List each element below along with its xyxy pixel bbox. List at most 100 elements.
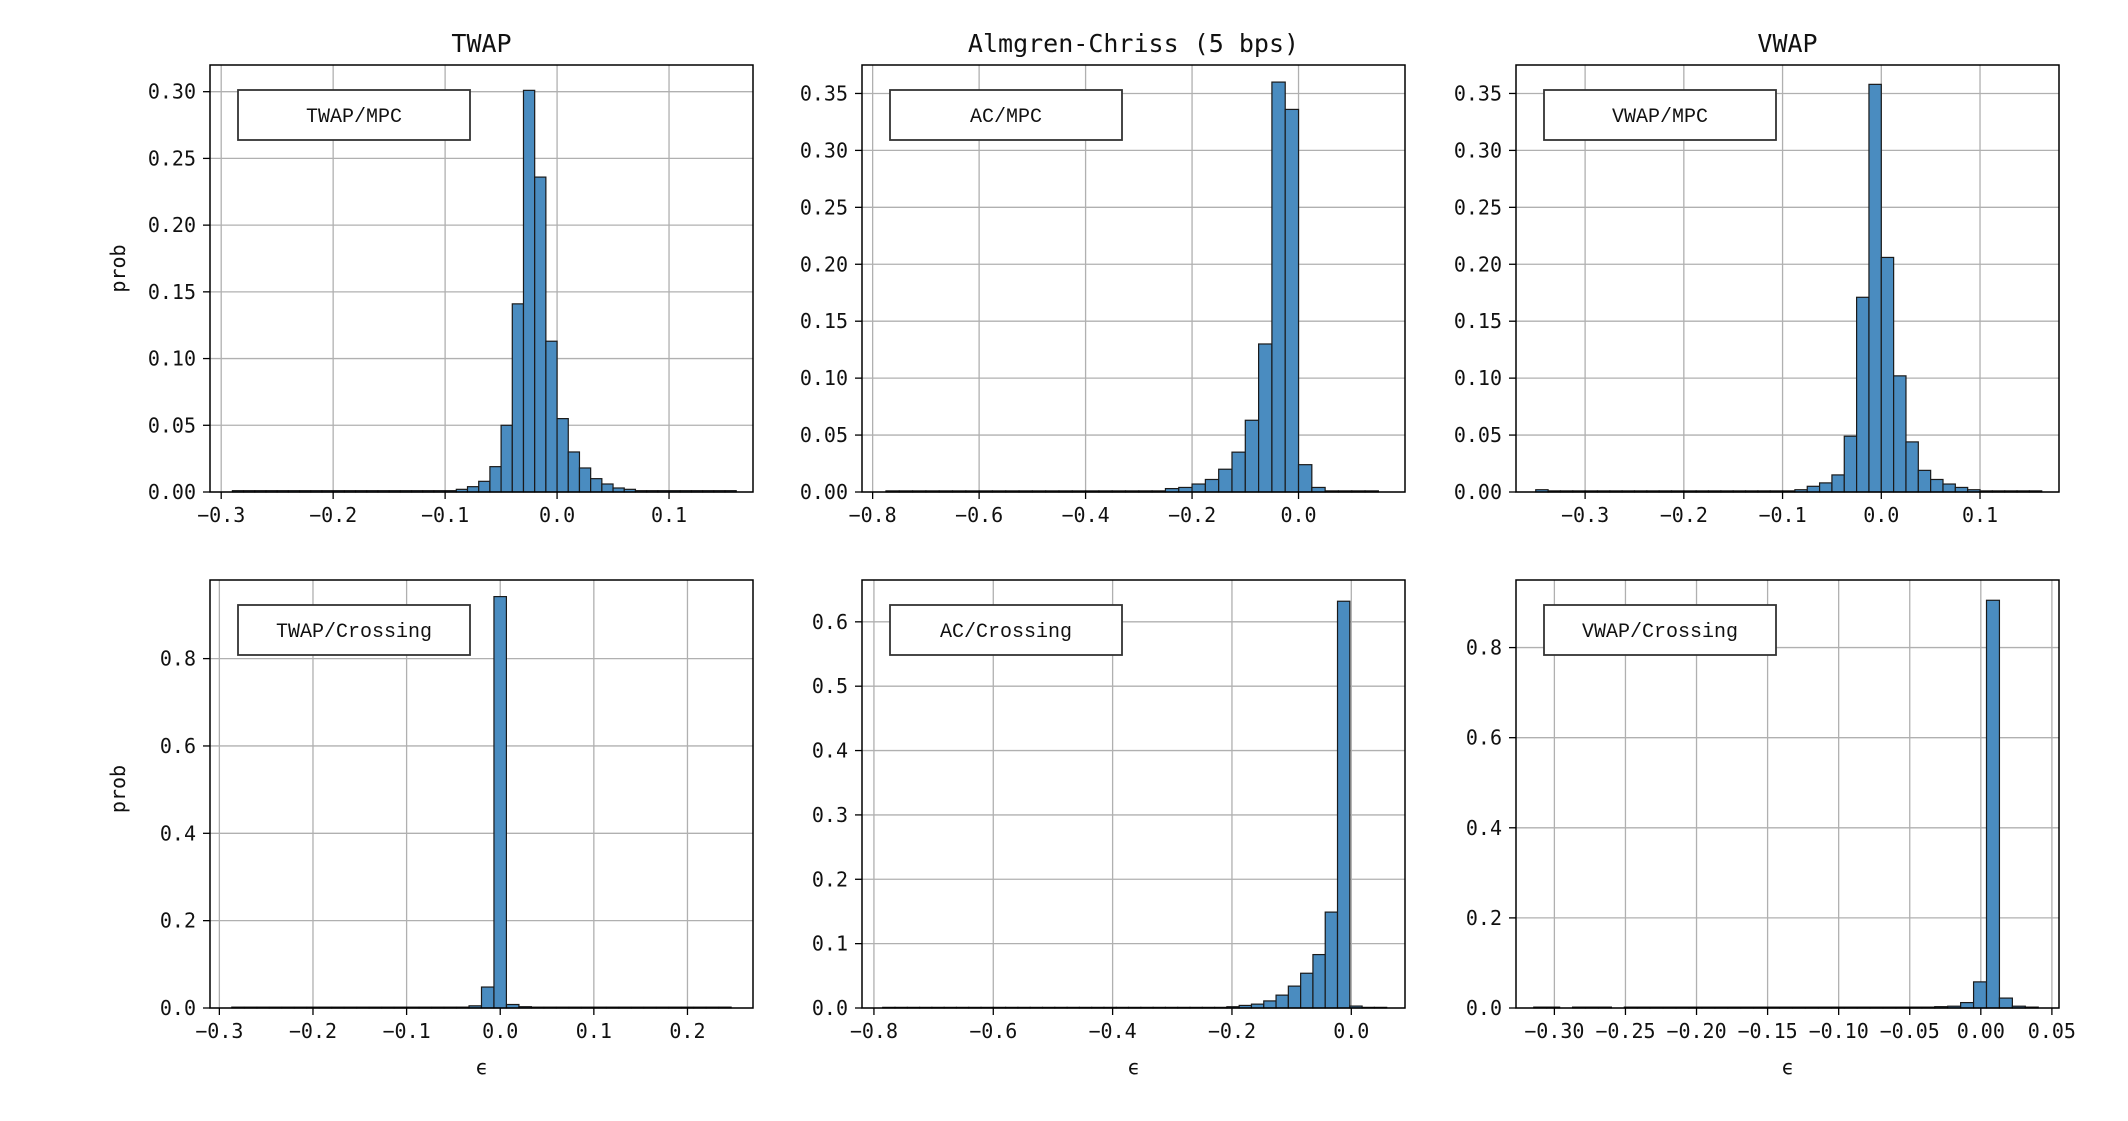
legend-box bbox=[1543, 89, 1777, 141]
y-tick-label: 0.05 bbox=[800, 423, 848, 447]
x-tick-label: −0.6 bbox=[955, 503, 1003, 527]
histogram-bar bbox=[1806, 485, 1821, 493]
x-tick-label: −0.2 bbox=[1168, 503, 1216, 527]
x-tick-label: 0.0 bbox=[482, 1019, 518, 1043]
histogram-bar bbox=[1312, 953, 1326, 1009]
histogram-bar bbox=[1880, 256, 1895, 493]
legend-label: AC/MPC bbox=[970, 106, 1042, 129]
histogram-bar bbox=[1275, 994, 1289, 1009]
histogram-bar bbox=[522, 89, 536, 493]
histogram-bar bbox=[1231, 451, 1246, 493]
histogram-bar bbox=[1985, 599, 2001, 1009]
x-tick-label: −0.15 bbox=[1737, 1019, 1797, 1043]
x-tick-label: −0.6 bbox=[969, 1019, 1017, 1043]
legend-box bbox=[889, 89, 1123, 141]
x-tick-label: −0.2 bbox=[309, 503, 357, 527]
axes-frame bbox=[1515, 579, 2060, 1009]
y-tick-label: 0.2 bbox=[160, 909, 196, 933]
axes-frame bbox=[861, 579, 1406, 1009]
axes-frame bbox=[209, 64, 754, 493]
x-tick-label: −0.2 bbox=[1208, 1019, 1256, 1043]
histogram-bar bbox=[567, 451, 581, 493]
y-tick-label: 0.6 bbox=[1466, 726, 1502, 750]
histogram-bar bbox=[1818, 482, 1833, 493]
y-tick-label: 0.20 bbox=[148, 213, 196, 237]
x-tick-label: 0.1 bbox=[1962, 503, 1998, 527]
histogram-bar bbox=[1831, 474, 1845, 493]
y-tick-label: 0.25 bbox=[148, 146, 196, 170]
y-tick-label: 0.15 bbox=[1454, 309, 1502, 333]
histogram-bar bbox=[500, 424, 513, 493]
legend-label: TWAP/Crossing bbox=[276, 621, 432, 644]
histogram-bar bbox=[601, 483, 614, 493]
histogram-bar bbox=[1856, 296, 1870, 493]
histogram-bar bbox=[1905, 441, 1919, 493]
y-tick-label: 0.30 bbox=[800, 138, 848, 162]
legend-label: VWAP/Crossing bbox=[1582, 621, 1738, 644]
x-tick-label: −0.8 bbox=[850, 1019, 898, 1043]
panel-5: −0.8 −0.6 −0.4 −0.2 0.0 0.0 0.1 0.2 0.3 0.4 0.5 0.6… bbox=[812, 579, 1406, 1079]
histogram-bar bbox=[1972, 981, 1988, 1009]
histogram-bar bbox=[556, 418, 569, 493]
x-tick-label: 0.05 bbox=[2028, 1019, 2076, 1043]
x-tick-label: −0.25 bbox=[1595, 1019, 1655, 1043]
x-tick-label: −0.3 bbox=[197, 503, 245, 527]
y-tick-label: 0.4 bbox=[160, 821, 196, 845]
histogram-bar bbox=[1271, 81, 1286, 493]
x-tick-label: 0.0 bbox=[1863, 503, 1899, 527]
histogram-bar bbox=[511, 303, 525, 493]
legend-box bbox=[237, 604, 471, 656]
histogram-bar bbox=[1297, 464, 1313, 493]
legend-box bbox=[1543, 604, 1777, 656]
y-tick-label: 0.3 bbox=[812, 803, 848, 827]
x-tick-label: −0.2 bbox=[1660, 503, 1708, 527]
y-tick-label: 0.5 bbox=[812, 674, 848, 698]
x-tick-label: −0.1 bbox=[383, 1019, 431, 1043]
panel-title: VWAP bbox=[1757, 29, 1817, 58]
legend-label: VWAP/MPC bbox=[1612, 106, 1708, 129]
y-tick-label: 0.0 bbox=[812, 996, 848, 1020]
y-tick-label: 0.15 bbox=[800, 309, 848, 333]
x-tick-label: −0.05 bbox=[1880, 1019, 1940, 1043]
legend-label: AC/Crossing bbox=[940, 621, 1072, 644]
histogram-bar bbox=[1300, 972, 1314, 1009]
histogram-bar bbox=[1244, 419, 1260, 493]
y-tick-label: 0.30 bbox=[1454, 138, 1502, 162]
x-tick-label: 0.0 bbox=[539, 503, 575, 527]
x-axis-label: ϵ bbox=[1127, 1055, 1139, 1079]
y-tick-label: 0.8 bbox=[160, 647, 196, 671]
y-tick-label: 0.15 bbox=[148, 280, 196, 304]
histogram-bar bbox=[534, 176, 547, 493]
x-tick-label: −0.3 bbox=[1561, 503, 1609, 527]
histogram-bar bbox=[1263, 1000, 1277, 1009]
x-tick-label: −0.3 bbox=[195, 1019, 243, 1043]
histogram-bar bbox=[466, 486, 480, 493]
x-axis-label: ϵ bbox=[475, 1055, 487, 1079]
x-tick-label: −0.4 bbox=[1089, 1019, 1137, 1043]
y-tick-label: 0.25 bbox=[800, 195, 848, 219]
y-tick-label: 0.05 bbox=[1454, 423, 1502, 447]
y-tick-label: 0.2 bbox=[1466, 906, 1502, 930]
histogram-bar bbox=[1942, 483, 1956, 493]
y-tick-label: 0.00 bbox=[148, 480, 196, 504]
x-tick-label: 0.0 bbox=[1280, 503, 1316, 527]
panel-title: Almgren-Chriss (5 bps) bbox=[968, 29, 1299, 58]
histogram-bar bbox=[545, 340, 558, 493]
y-tick-label: 0.25 bbox=[1454, 195, 1502, 219]
y-tick-label: 0.10 bbox=[1454, 366, 1502, 390]
x-tick-label: −0.20 bbox=[1666, 1019, 1726, 1043]
x-tick-label: −0.4 bbox=[1062, 503, 1110, 527]
panel-title: TWAP bbox=[451, 29, 511, 58]
histogram-bar bbox=[1324, 911, 1339, 1009]
x-tick-label: −0.30 bbox=[1524, 1019, 1584, 1043]
panel-6: −0.30 −0.25 −0.20 −0.15 −0.10 −0.05 0.00 0.05 0.… bbox=[1466, 579, 2076, 1079]
y-tick-label: 0.35 bbox=[800, 81, 848, 105]
y-tick-label: 0.20 bbox=[1454, 252, 1502, 276]
histogram-bar bbox=[1218, 468, 1233, 493]
panel-3: −0.3 −0.2 −0.1 0.0 0.1 0.00 0.05 0.10 0.15 0.20 0.… bbox=[1454, 29, 2060, 527]
y-tick-label: 0.00 bbox=[1454, 480, 1502, 504]
histogram-bar bbox=[1893, 375, 1907, 493]
x-tick-label: −0.1 bbox=[1758, 503, 1806, 527]
x-tick-label: 0.0 bbox=[1333, 1019, 1369, 1043]
